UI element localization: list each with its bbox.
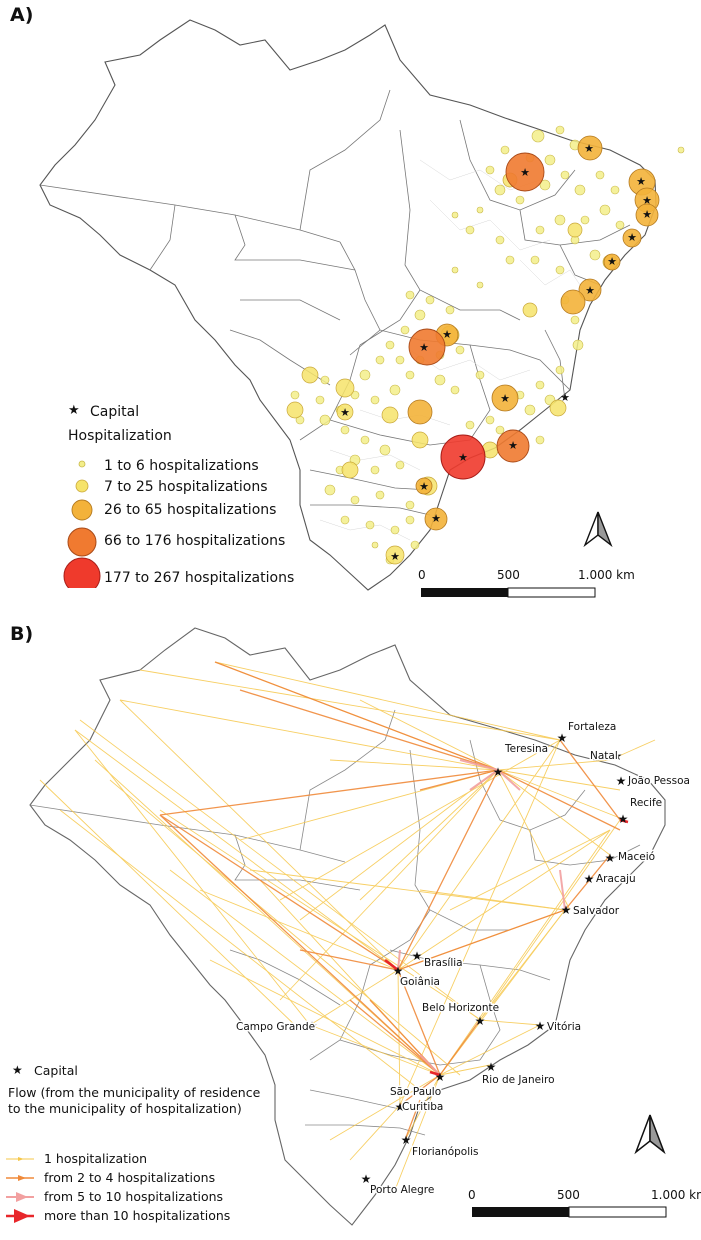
label-salvador: Salvador — [573, 905, 620, 917]
flow-lines-over-10 — [384, 818, 629, 1077]
capital-star-icon: ★ — [68, 403, 80, 418]
legend-a-class-1: 1 to 6 hospitalizations — [104, 458, 259, 474]
flow-lines-2-4 — [159, 661, 621, 1141]
svg-text:★: ★ — [12, 1063, 23, 1077]
svg-text:★: ★ — [419, 480, 429, 493]
svg-text:★: ★ — [500, 392, 510, 405]
svg-text:★: ★ — [431, 512, 441, 525]
label-maceio: Maceió — [618, 851, 655, 863]
svg-text:★: ★ — [520, 166, 530, 179]
hospitalization-circles-xlarge — [408, 152, 545, 463]
label-vitoria: Vitória — [547, 1021, 581, 1033]
legend-a-class-4: 66 to 176 hospitalizations — [104, 533, 286, 549]
label-aracaju: Aracaju — [596, 873, 636, 885]
scale-a-tick-1000: 1.000 km — [578, 568, 635, 582]
svg-text:★: ★ — [561, 903, 572, 917]
svg-text:★: ★ — [607, 255, 617, 268]
scale-a-tick-0: 0 — [418, 568, 426, 582]
flow-lines-5-10 — [397, 759, 566, 1076]
legend-b-capital: Capital — [34, 1063, 78, 1078]
svg-text:★: ★ — [361, 1172, 372, 1186]
legend-b-class-1: 1 hospitalization — [44, 1151, 148, 1166]
svg-text:★: ★ — [419, 341, 429, 354]
brazil-outline — [39, 19, 657, 591]
legend-a-symbols — [63, 460, 101, 588]
north-arrow-icon — [583, 511, 613, 548]
svg-text:★: ★ — [475, 1014, 486, 1028]
legend-a-class-5: 177 to 267 hospitalizations — [104, 570, 295, 586]
scale-b-tick-500: 500 — [557, 1188, 580, 1202]
panel-a: A) — [0, 0, 701, 610]
legend-a-class-3: 26 to 65 hospitalizations — [104, 502, 277, 518]
svg-text:★: ★ — [585, 284, 595, 297]
svg-text:★: ★ — [560, 391, 570, 404]
svg-text:★: ★ — [486, 1060, 497, 1074]
svg-text:★: ★ — [605, 851, 616, 865]
legend-b-title-1: Flow (from the municipality of residence — [8, 1085, 261, 1100]
legend-b-title-2: to the municipality of hospitalization) — [8, 1101, 242, 1116]
svg-text:★: ★ — [584, 142, 594, 155]
panel-b: B) — [0, 615, 701, 1240]
scale-b-tick-0: 0 — [468, 1188, 476, 1202]
legend-b-class-4: more than 10 hospitalizations — [44, 1208, 231, 1223]
svg-text:★: ★ — [642, 208, 652, 221]
svg-text:★: ★ — [442, 328, 452, 341]
svg-text:★: ★ — [618, 812, 629, 826]
city-labels: Fortaleza Teresina Natal João Pessoa Rec… — [235, 720, 692, 1198]
svg-text:★: ★ — [535, 1019, 546, 1033]
label-sao-paulo: São Paulo — [390, 1086, 441, 1098]
svg-text:★: ★ — [642, 194, 652, 207]
scale-b-tick-1000: 1.000 km — [651, 1188, 701, 1202]
label-recife: Recife — [630, 797, 662, 809]
svg-text:★: ★ — [412, 949, 423, 963]
legend-b-class-2: from 2 to 4 hospitalizations — [44, 1170, 216, 1185]
label-natal: Natal — [590, 750, 618, 762]
label-goiania: Goiânia — [400, 976, 440, 988]
scale-a-tick-500: 500 — [497, 568, 520, 582]
label-belo-horizonte: Belo Horizonte — [422, 1002, 499, 1014]
flow-lines-1 — [39, 661, 656, 1191]
svg-text:★: ★ — [627, 231, 637, 244]
svg-text:★: ★ — [584, 872, 595, 886]
scale-bar-a — [421, 587, 596, 598]
svg-text:★: ★ — [493, 765, 504, 779]
scale-bar-b — [472, 1206, 667, 1218]
svg-text:★: ★ — [395, 1100, 406, 1114]
svg-text:★: ★ — [390, 550, 400, 563]
legend-b-symbols: ★ — [6, 1063, 34, 1223]
svg-text:★: ★ — [340, 406, 350, 419]
svg-text:★: ★ — [401, 1133, 412, 1147]
label-fortaleza: Fortaleza — [568, 721, 616, 733]
svg-text:★: ★ — [557, 731, 568, 745]
svg-text:★: ★ — [612, 749, 623, 763]
svg-text:★: ★ — [307, 1019, 318, 1033]
svg-text:★: ★ — [616, 774, 627, 788]
hospitalization-circles-xxlarge — [440, 434, 486, 480]
label-curitiba: Curitiba — [402, 1101, 443, 1113]
legend-a-class-2: 7 to 25 hospitalizations — [104, 479, 268, 495]
panel-b-label: B) — [10, 623, 34, 645]
label-campo-grande: Campo Grande — [236, 1021, 315, 1033]
svg-text:★: ★ — [636, 175, 646, 188]
svg-text:★: ★ — [508, 439, 518, 452]
north-arrow-icon-b — [634, 1114, 666, 1155]
svg-text:★: ★ — [393, 964, 404, 978]
municipal-borders — [319, 159, 591, 541]
svg-text:★: ★ — [435, 1070, 446, 1084]
brazil-map-hospitalizations: ★★★ ★★★ ★★★ ★★★ ★★★ ★★★ — [39, 19, 685, 598]
legend-b-class-3: from 5 to 10 hospitalizations — [44, 1189, 224, 1204]
capital-markers-b: ★ ★ ★ ★ ★ ★ ★ ★ ★ ★ ★ ★ ★ ★ ★ ★ ★ ★ — [307, 731, 629, 1186]
capital-markers: ★★★ ★★★ ★★★ ★★★ ★★★ ★★★ — [340, 142, 652, 563]
label-florianopolis: Florianópolis — [412, 1146, 479, 1158]
label-porto-alegre: Porto Alegre — [370, 1184, 434, 1196]
label-joao-pessoa: João Pessoa — [627, 775, 690, 787]
hospitalization-circles-large — [407, 135, 660, 531]
panel-a-label: A) — [10, 4, 34, 26]
svg-text:★: ★ — [458, 451, 468, 464]
brazil-outline-b — [29, 627, 666, 1226]
label-rio-de-janeiro: Rio de Janeiro — [482, 1074, 555, 1086]
label-brasilia: Brasília — [424, 957, 463, 969]
label-teresina: Teresina — [504, 743, 548, 755]
